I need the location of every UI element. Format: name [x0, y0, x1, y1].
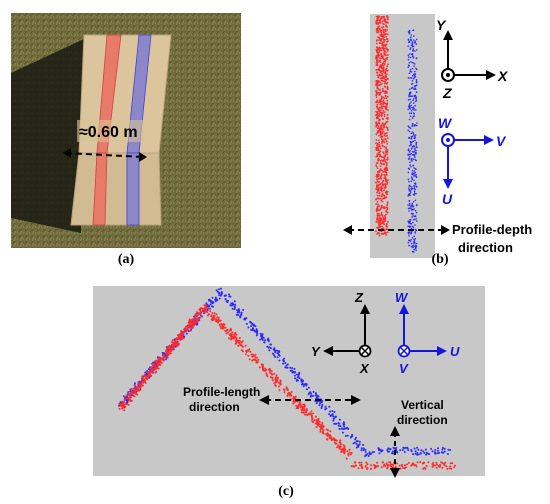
- side-view-background: [93, 286, 485, 476]
- axes-uvw: W V U: [438, 115, 507, 207]
- width-arrow-left-head: [63, 148, 71, 158]
- blue-stripe-lower: [126, 152, 140, 226]
- board-bottom-half: [70, 152, 162, 226]
- red-point-band: [375, 15, 389, 237]
- axis-y-label-c: Y: [311, 344, 321, 359]
- axes-xyz: Y X Z: [436, 17, 509, 101]
- vertical-arrow: [390, 426, 400, 478]
- profile-length-arrow: [259, 395, 361, 405]
- panel-a-photo: ≈0.60 m: [11, 13, 241, 248]
- vertical-label-2: direction: [397, 413, 448, 427]
- vertical-label-1: Vertical: [401, 398, 444, 412]
- caption-b: (b): [431, 252, 449, 267]
- axis-w-label-c: W: [395, 290, 409, 305]
- axes-wvu: W U V: [395, 290, 460, 376]
- red-point-profile: [118, 304, 456, 471]
- blue-point-band: [407, 29, 418, 253]
- profile-depth-label-1: Profile-depth: [452, 222, 532, 237]
- panel-c: Z Y X W U V Profile-length direction Ver…: [93, 286, 485, 478]
- caption-a: (a): [117, 252, 135, 267]
- width-arrow-right-head: [139, 152, 147, 162]
- axis-w-label: W: [438, 115, 453, 131]
- axis-v-label-c: V: [399, 361, 409, 376]
- axis-x-label: X: [497, 68, 509, 84]
- width-label: ≈0.60 m: [79, 124, 138, 141]
- caption-c: (c): [278, 484, 294, 499]
- axes-zyx: Z Y X: [311, 290, 372, 376]
- red-stripe-lower: [92, 152, 108, 226]
- axis-u-label: U: [442, 191, 453, 207]
- axis-z-label-c: Z: [354, 290, 364, 305]
- axis-x-label-c: X: [359, 361, 370, 376]
- profile-length-label-2: direction: [189, 400, 240, 414]
- profile-depth-label-2: direction: [458, 240, 513, 255]
- board-shadow: [11, 38, 86, 233]
- panel-b: Y X Z W V U Profile-depth direction: [343, 14, 532, 258]
- axis-u-label-c: U: [450, 344, 460, 359]
- profile-length-label-1: Profile-length: [183, 385, 260, 399]
- axis-z-label: Z: [442, 85, 452, 101]
- axis-v-label: V: [496, 133, 507, 149]
- axis-y-label: Y: [436, 17, 447, 33]
- width-arrow: [65, 152, 144, 158]
- profile-depth-arrow: [343, 225, 450, 235]
